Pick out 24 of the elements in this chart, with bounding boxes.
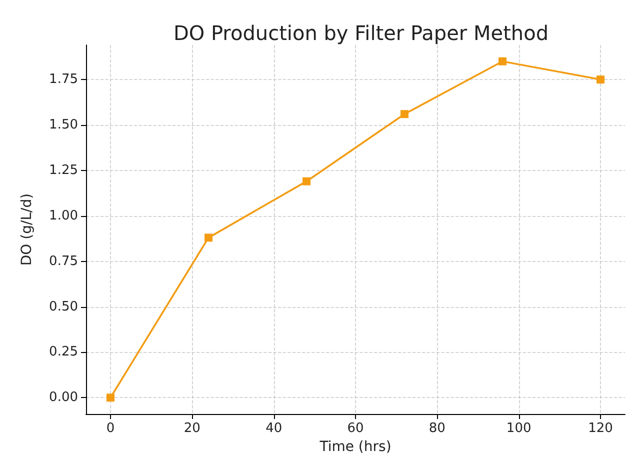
chart-title: DO Production by Filter Paper Method	[173, 21, 549, 45]
y-tick-label: 1.75	[49, 72, 78, 88]
y-tick-label: 1.25	[49, 162, 78, 178]
x-tick-label: 20	[184, 421, 200, 436]
x-tick-label: 80	[428, 421, 446, 436]
y-tick-label: 1.00	[49, 208, 78, 224]
y-tick-label: 0.75	[49, 254, 78, 269]
y-axis-title: DO (g/L/d)	[19, 193, 35, 266]
point	[204, 234, 212, 242]
y-tick-label: 0.00	[49, 390, 78, 406]
x-tick-label: 100	[506, 421, 532, 436]
x-tick-label: 60	[347, 421, 364, 436]
point	[498, 57, 506, 66]
point	[596, 76, 604, 84]
y-tick-label: 0.50	[49, 299, 78, 314]
x-tick-label: 0	[106, 421, 115, 436]
point	[106, 394, 114, 402]
point	[302, 177, 310, 186]
x-axis-title: Time (hrs)	[318, 439, 392, 455]
x-tick-label: 120	[588, 421, 613, 436]
point	[400, 110, 408, 118]
y-tick-label: 1.50	[49, 117, 78, 132]
x-tick-label: 40	[266, 421, 282, 436]
y-tick-label: 0.25	[49, 344, 78, 360]
